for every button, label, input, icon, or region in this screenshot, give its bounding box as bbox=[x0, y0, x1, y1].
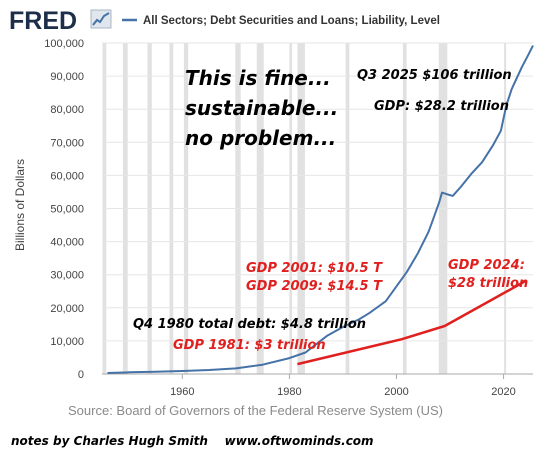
annotation-gdp-2001: GDP 2001: $10.5 T bbox=[246, 261, 383, 276]
legend-label: All Sectors; Debt Securities and Loans; … bbox=[143, 15, 440, 27]
x-tick-label: 2020 bbox=[491, 386, 515, 398]
y-tick-label: 90,000 bbox=[50, 71, 84, 83]
x-tick-label: 1960 bbox=[170, 386, 194, 398]
y-axis-label: Billions of Dollars bbox=[13, 159, 27, 251]
debt-series-line bbox=[107, 45, 534, 374]
source-text: Source: Board of Governors of the Federa… bbox=[68, 403, 443, 418]
annotation-gdp-1981: GDP 1981: $3 trillion bbox=[173, 338, 326, 353]
headline-line-2: sustainable... bbox=[185, 96, 338, 120]
annotation-q3-2025: Q3 2025 $106 trillion bbox=[357, 68, 512, 83]
x-tick-label: 2000 bbox=[384, 386, 408, 398]
fred-logo-text: FRED bbox=[9, 7, 77, 35]
footer-note: notes by Charles Hugh Smith www.oftwomin… bbox=[11, 434, 374, 448]
series-lines bbox=[107, 45, 534, 374]
y-tick-label: 80,000 bbox=[50, 104, 84, 116]
gdp-series-line bbox=[297, 280, 526, 366]
y-tick-label: 10,000 bbox=[50, 336, 84, 348]
annotation-gdp-2024-line-1: GDP 2024: bbox=[448, 258, 525, 273]
y-tick-label: 30,000 bbox=[50, 270, 84, 282]
annotation-gdp-current: GDP: $28.2 trillion bbox=[374, 99, 509, 114]
annotation-gdp-2009: GDP 2009: $14.5 T bbox=[246, 279, 383, 294]
y-axis-ticks: 0 10,000 20,000 30,000 40,000 50,000 60,000 70,… bbox=[44, 38, 84, 381]
y-tick-label: 20,000 bbox=[50, 303, 84, 315]
legend: All Sectors; Debt Securities and Loans; … bbox=[122, 15, 440, 27]
y-tick-label: 0 bbox=[78, 369, 84, 381]
y-tick-label: 70,000 bbox=[50, 137, 84, 149]
y-tick-label: 60,000 bbox=[50, 170, 84, 182]
y-tick-label: 50,000 bbox=[50, 204, 84, 216]
fred-logo[interactable]: FRED bbox=[9, 7, 112, 35]
headline-line-3: no problem... bbox=[185, 126, 336, 150]
headline-line-1: This is fine... bbox=[185, 66, 331, 90]
x-tick-label: 1980 bbox=[277, 386, 301, 398]
grid-lines bbox=[102, 42, 533, 375]
y-tick-label: 40,000 bbox=[50, 237, 84, 249]
y-tick-label: 100,000 bbox=[44, 38, 84, 50]
annotation-gdp-2024-line-2: $28 trillion bbox=[448, 276, 528, 291]
x-axis-ticks: 1960 1980 2000 2020 bbox=[170, 374, 516, 398]
annotation-q4-1980: Q4 1980 total debt: $4.8 trillion bbox=[133, 317, 366, 332]
fred-logo-graph-icon bbox=[90, 9, 112, 29]
